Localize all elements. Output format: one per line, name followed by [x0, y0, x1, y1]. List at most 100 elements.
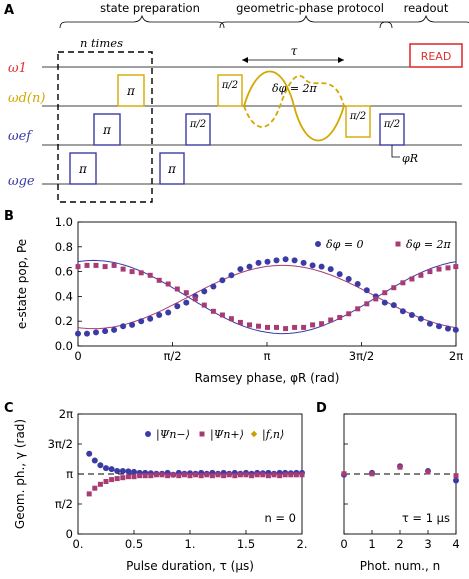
point-c-1-4 — [109, 477, 115, 483]
point-c-1-16 — [176, 473, 182, 479]
y-tick-label-c-0: 0 — [66, 527, 73, 541]
y-tick-label-b-4: 0.8 — [55, 240, 73, 254]
delta-phi-label: δφ = 2π — [272, 82, 318, 95]
point-c-1-13 — [159, 472, 165, 478]
line-label-wge: ωge — [8, 174, 35, 189]
point-b-1-8 — [147, 272, 153, 278]
point-b-1-24 — [292, 324, 298, 330]
point-b-0-35 — [390, 302, 397, 309]
point-b-1-17 — [228, 316, 234, 322]
pulse-ef-pi-label: π — [102, 123, 112, 137]
point-c-1-23 — [215, 472, 221, 478]
point-b-1-20 — [256, 323, 261, 329]
point-b-1-39 — [427, 269, 433, 275]
y-tick-label-c-1: π/2 — [55, 497, 73, 511]
y-tick-label-c-3: 3π/2 — [48, 437, 73, 451]
legend-marker-c-0 — [145, 431, 151, 437]
point-c-0-4 — [108, 466, 115, 473]
x-tick-label-d-4: 4 — [452, 537, 459, 551]
point-b-1-18 — [237, 319, 243, 325]
fit-line-b-0 — [77, 259, 457, 335]
y-tick-label-c-2: π — [66, 467, 73, 481]
point-c-1-10 — [142, 473, 148, 479]
point-b-0-36 — [399, 308, 406, 315]
panel-label-b: B — [4, 209, 14, 224]
point-b-0-20 — [255, 259, 262, 266]
point-b-0-32 — [363, 287, 370, 294]
legend-marker-b-0 — [315, 241, 321, 247]
point-b-0-12 — [183, 299, 190, 306]
point-b-1-32 — [364, 301, 370, 307]
section-state-prep: state preparation — [100, 1, 200, 15]
point-c-1-17 — [181, 472, 187, 478]
point-c-1-29 — [249, 473, 255, 479]
point-b-0-21 — [264, 258, 271, 265]
point-c-1-30 — [254, 472, 260, 478]
point-b-1-35 — [391, 285, 397, 291]
brace-protocol — [219, 14, 393, 29]
read-label: READ — [421, 50, 452, 63]
point-c-1-7 — [125, 474, 131, 480]
point-b-1-41 — [445, 265, 451, 271]
point-c-1-27 — [237, 472, 243, 478]
x-tick-label-c-4: 2. — [297, 537, 308, 551]
x-tick-label-b-1: π/2 — [163, 349, 181, 363]
point-b-1-6 — [129, 269, 135, 275]
pulse-ef-pi — [93, 113, 121, 146]
point-b-0-22 — [273, 257, 280, 264]
point-b-1-4 — [111, 262, 117, 268]
legend-label-b-0: δφ = 0 — [326, 238, 364, 251]
point-c-1-14 — [165, 473, 171, 479]
point-d-1-4 — [453, 473, 459, 479]
point-b-1-22 — [274, 324, 279, 330]
point-c-0-0 — [86, 450, 93, 457]
annotation-d: τ = 1 μs — [402, 511, 450, 525]
point-c-1-15 — [170, 472, 176, 478]
brace-state-prep — [59, 14, 225, 29]
point-b-0-4 — [111, 326, 118, 333]
point-c-1-6 — [120, 475, 126, 481]
point-b-0-7 — [138, 318, 145, 325]
point-b-0-31 — [354, 281, 361, 287]
legend-marker-c-2 — [250, 430, 258, 438]
point-c-1-0 — [86, 491, 92, 497]
point-b-1-15 — [210, 308, 216, 314]
pulse-ef-half-2-label: π/2 — [383, 119, 400, 130]
x-tick-label-c-0: 0. — [73, 537, 84, 551]
point-c-0-5 — [114, 468, 121, 474]
legend-marker-c-1 — [199, 431, 205, 437]
pulse-d-half-2-label: π/2 — [349, 111, 366, 122]
x-tick-label-b-2: π — [264, 349, 271, 363]
point-c-1-38 — [299, 472, 305, 478]
pulse-d-pi — [117, 74, 145, 107]
section-protocol: geometric-phase protocol — [236, 1, 384, 15]
point-b-1-33 — [373, 296, 379, 302]
point-c-1-20 — [198, 473, 204, 479]
point-b-0-27 — [318, 263, 325, 270]
point-c-1-34 — [277, 473, 283, 479]
point-b-1-19 — [247, 322, 252, 328]
legend-label-c-1: |Ψn+⟩ — [210, 428, 244, 442]
point-b-0-34 — [381, 299, 388, 306]
point-b-0-11 — [174, 303, 181, 310]
section-readout: readout — [404, 1, 449, 15]
chart-d: 0 1 2 3 4 Phot. num., n τ = 1 μs — [340, 0, 460, 573]
drive-wave-dashed — [243, 75, 345, 128]
x-tick-label-c-2: 1. — [185, 537, 196, 551]
fit-line-b-1 — [77, 264, 457, 330]
point-d-1-2 — [397, 464, 403, 470]
point-b-0-39 — [426, 320, 433, 327]
repeat-box — [57, 51, 153, 203]
point-c-1-5 — [114, 476, 120, 482]
point-b-0-15 — [210, 283, 217, 290]
point-b-0-6 — [129, 321, 136, 328]
point-b-1-3 — [102, 264, 108, 270]
point-b-0-17 — [228, 272, 235, 279]
point-b-0-26 — [309, 262, 316, 269]
x-tick-label-d-3: 3 — [424, 537, 431, 551]
point-c-1-26 — [232, 473, 238, 479]
point-c-1-28 — [243, 472, 249, 478]
point-b-0-42 — [452, 326, 459, 333]
x-axis-label-d: Phot. num., n — [360, 559, 440, 573]
